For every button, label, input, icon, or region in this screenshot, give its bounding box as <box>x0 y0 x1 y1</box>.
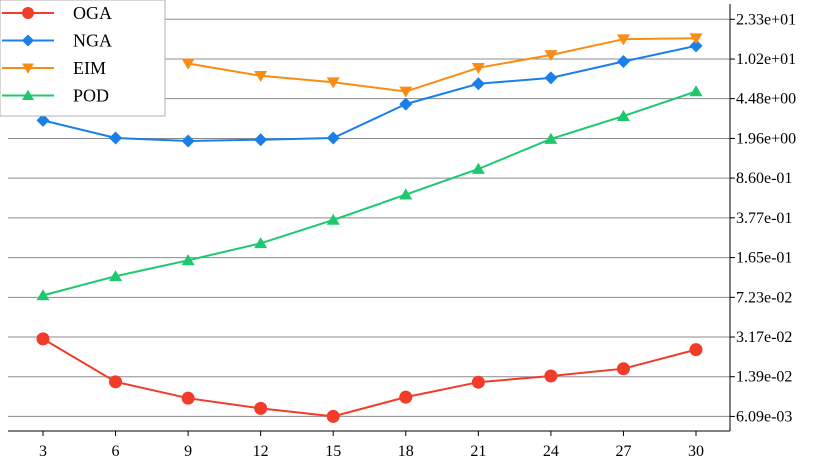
legend-marker <box>22 63 34 74</box>
legend-item-nga: NGA <box>2 31 112 51</box>
data-point-oga <box>689 343 703 357</box>
data-point-oga <box>109 375 123 389</box>
legend-item-oga: OGA <box>2 3 112 23</box>
series-nga <box>36 39 703 148</box>
data-point-eim <box>181 58 195 70</box>
x-tick-label: 15 <box>325 443 341 460</box>
data-point-oga <box>544 369 558 383</box>
y-tick-label: 3.77e-01 <box>736 210 792 227</box>
data-point-oga <box>399 390 413 404</box>
data-point-eim <box>471 62 485 74</box>
series-pod <box>36 85 703 301</box>
legend: OGA NGA EIM POD <box>0 0 166 117</box>
data-point-nga <box>109 131 123 145</box>
data-point-oga <box>616 362 630 376</box>
legend-marker <box>22 89 34 100</box>
y-tick-label: 8.60e-01 <box>736 170 792 187</box>
data-point-eim <box>544 50 558 62</box>
series-line-oga <box>42 338 697 418</box>
data-point-pod <box>181 254 195 266</box>
series-line-pod <box>42 90 697 297</box>
data-point-nga <box>399 97 413 111</box>
data-point-oga <box>471 375 485 389</box>
x-tick-label: 21 <box>470 443 486 460</box>
data-point-nga <box>616 54 630 68</box>
data-point-eim <box>616 34 630 46</box>
series-line-nga <box>42 44 697 143</box>
legend-marker <box>22 34 34 47</box>
legend-item-pod: POD <box>2 86 109 106</box>
y-tick-label: 1.02e+01 <box>736 51 796 68</box>
x-tick-label: 3 <box>39 443 47 460</box>
legend-marker <box>22 7 34 19</box>
x-tick-label: 18 <box>398 443 414 460</box>
y-tick-label: 6.09e-03 <box>736 408 792 425</box>
data-point-oga <box>36 332 50 346</box>
data-point-pod <box>399 188 413 200</box>
data-point-pod <box>254 237 268 249</box>
y-tick-label: 1.39e-02 <box>736 369 792 386</box>
x-tick-label: 27 <box>615 443 631 460</box>
legend-item-eim: EIM <box>2 58 106 78</box>
data-point-eim <box>254 70 268 82</box>
x-tick-label: 30 <box>688 443 704 460</box>
x-tick-label: 24 <box>543 443 559 460</box>
data-point-nga <box>36 113 50 127</box>
x-tick-label: 12 <box>253 443 269 460</box>
y-tick-label: 7.23e-02 <box>736 289 792 306</box>
data-point-nga <box>544 71 558 85</box>
legend-label: NGA <box>73 31 112 51</box>
data-point-pod <box>36 289 50 301</box>
data-point-eim <box>326 77 340 89</box>
series-eim <box>181 33 703 98</box>
x-tick-label: 6 <box>112 443 120 460</box>
axes: 6.09e-03 1.39e-02 3.17e-02 7.23e-02 1.65e-01… <box>8 4 796 460</box>
legend-label: EIM <box>73 58 106 78</box>
data-point-pod <box>326 213 340 225</box>
data-point-eim <box>689 33 703 45</box>
data-point-nga <box>254 133 268 147</box>
series-line-eim <box>187 37 697 93</box>
data-point-eim <box>399 86 413 98</box>
y-tick-label: 1.96e+00 <box>736 130 796 147</box>
data-point-nga <box>689 39 703 53</box>
y-tick-label: 1.65e-01 <box>736 250 792 267</box>
data-point-pod <box>109 270 123 282</box>
data-point-nga <box>181 134 195 148</box>
data-point-oga <box>181 391 195 405</box>
y-tick-label: 2.33e+01 <box>736 11 796 28</box>
x-tick-label: 9 <box>184 443 192 460</box>
series-oga <box>36 332 703 423</box>
data-point-nga <box>471 77 485 91</box>
data-point-pod <box>544 132 558 144</box>
data-point-oga <box>254 401 268 415</box>
legend-label: POD <box>73 86 109 106</box>
data-point-pod <box>689 85 703 97</box>
y-tick-label: 4.48e+00 <box>736 91 796 108</box>
data-point-pod <box>616 109 630 121</box>
data-point-oga <box>326 409 340 423</box>
plot-area <box>36 33 703 423</box>
data-point-nga <box>326 131 340 145</box>
data-point-pod <box>471 162 485 174</box>
legend-label: OGA <box>73 3 112 23</box>
y-tick-label: 3.17e-02 <box>736 329 792 346</box>
